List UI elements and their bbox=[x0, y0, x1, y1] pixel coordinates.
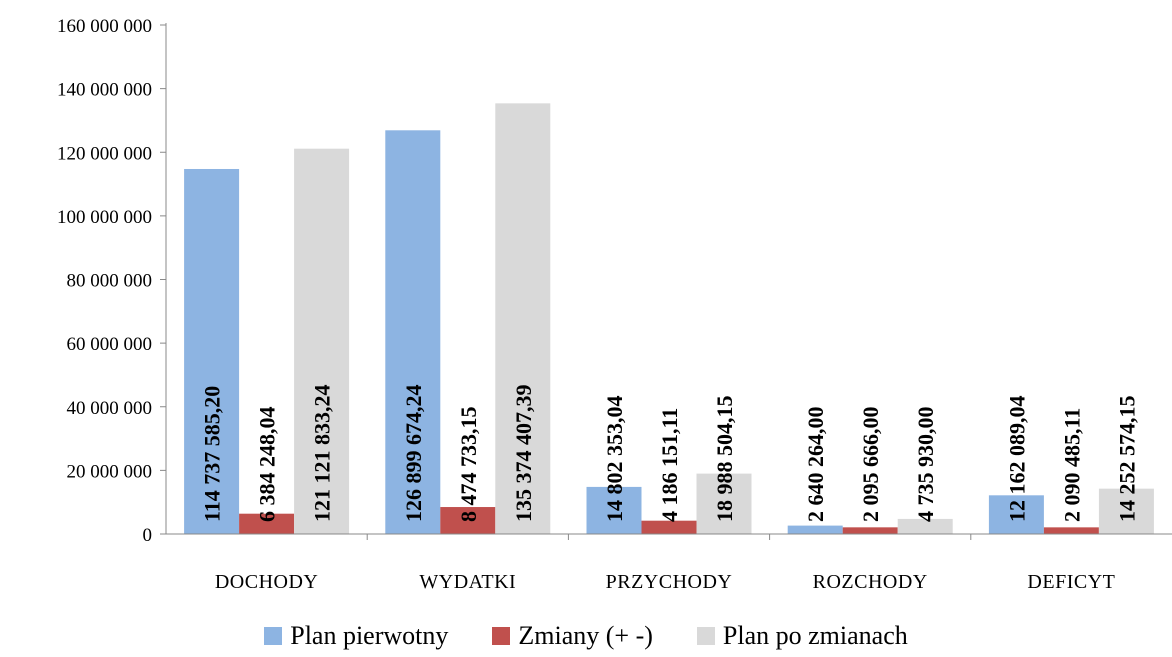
y-tick-label: 20 000 000 bbox=[67, 461, 153, 482]
legend-label-zmiany: Zmiany (+ -) bbox=[518, 621, 653, 650]
x-category-label: ROZCHODY bbox=[813, 571, 928, 593]
bar bbox=[988, 495, 1044, 534]
legend-swatch-plan-pierwotny bbox=[264, 627, 283, 645]
data-label: 2 095 666,00 bbox=[858, 407, 883, 523]
y-axis: 0 20 000 000 40 000 000 60 000 000 80 000 00… bbox=[57, 16, 167, 546]
legend: Plan pierwotny Zmiany (+ -) Plan po zmia… bbox=[0, 618, 1172, 654]
y-tick-label: 60 000 000 bbox=[67, 334, 153, 355]
bar bbox=[641, 520, 697, 534]
x-category-label: PRZYCHODY bbox=[606, 571, 733, 593]
bar bbox=[495, 103, 551, 535]
x-axis: DOCHODY WYDATKI PRZYCHODY ROZCHODY DEFICYT bbox=[166, 533, 1172, 593]
data-label: 8 474 733,15 bbox=[456, 407, 481, 523]
y-tick-label: 160 000 000 bbox=[57, 16, 152, 37]
legend-swatch-plan-po-zmianach bbox=[696, 627, 715, 645]
data-label: 6 384 248,04 bbox=[255, 407, 280, 523]
legend-item-zmiany: Zmiany (+ -) bbox=[492, 621, 653, 651]
data-label: 12 162 089,04 bbox=[1004, 396, 1029, 523]
data-label: 114 737 585,20 bbox=[200, 386, 225, 522]
legend-item-plan-po-zmianach: Plan po zmianach bbox=[696, 621, 908, 651]
bars: 114 737 585,20 6 384 248,04 121 121 833,24… bbox=[184, 103, 1154, 535]
x-category-label: DEFICYT bbox=[1027, 571, 1115, 593]
bar bbox=[239, 513, 295, 534]
data-label: 4 735 930,00 bbox=[913, 407, 938, 522]
data-label: 135 374 407,39 bbox=[511, 385, 536, 523]
bar bbox=[294, 148, 350, 535]
x-category-label: DOCHODY bbox=[215, 571, 319, 593]
y-tick-label: 120 000 000 bbox=[57, 143, 152, 164]
data-label: 18 988 504,15 bbox=[712, 396, 737, 523]
bar bbox=[787, 525, 843, 534]
bar bbox=[385, 130, 441, 534]
legend-label-plan-po-zmianach: Plan po zmianach bbox=[722, 621, 908, 650]
bar bbox=[842, 527, 898, 534]
bar bbox=[1043, 527, 1099, 534]
y-tick-label: 80 000 000 bbox=[67, 271, 153, 292]
legend-swatch-zmiany bbox=[492, 627, 511, 645]
legend-label-plan-pierwotny: Plan pierwotny bbox=[290, 621, 449, 650]
data-label: 14 802 353,04 bbox=[602, 396, 627, 523]
bar bbox=[1098, 488, 1154, 534]
y-tick-label: 140 000 000 bbox=[57, 80, 152, 101]
bar bbox=[586, 486, 642, 534]
bar bbox=[440, 507, 496, 534]
y-tick-label: 40 000 000 bbox=[67, 398, 153, 419]
bar bbox=[696, 473, 752, 534]
legend-item-plan-pierwotny: Plan pierwotny bbox=[264, 621, 448, 651]
y-tick-label: 100 000 000 bbox=[57, 207, 152, 228]
y-tick-label: 0 bbox=[143, 525, 153, 546]
data-label: 121 121 833,24 bbox=[310, 385, 335, 523]
data-label: 4 186 151,11 bbox=[657, 408, 682, 522]
data-label: 14 252 574,15 bbox=[1114, 396, 1139, 523]
data-label: 126 899 674,24 bbox=[401, 385, 426, 523]
data-label: 2 090 485,11 bbox=[1059, 408, 1084, 522]
bar bbox=[184, 168, 240, 534]
x-category-label: WYDATKI bbox=[419, 571, 516, 593]
bar-chart: 0 20 000 000 40 000 000 60 000 000 80 000 00… bbox=[57, 16, 1172, 593]
bar bbox=[897, 518, 953, 534]
data-label: 2 640 264,00 bbox=[803, 407, 828, 523]
